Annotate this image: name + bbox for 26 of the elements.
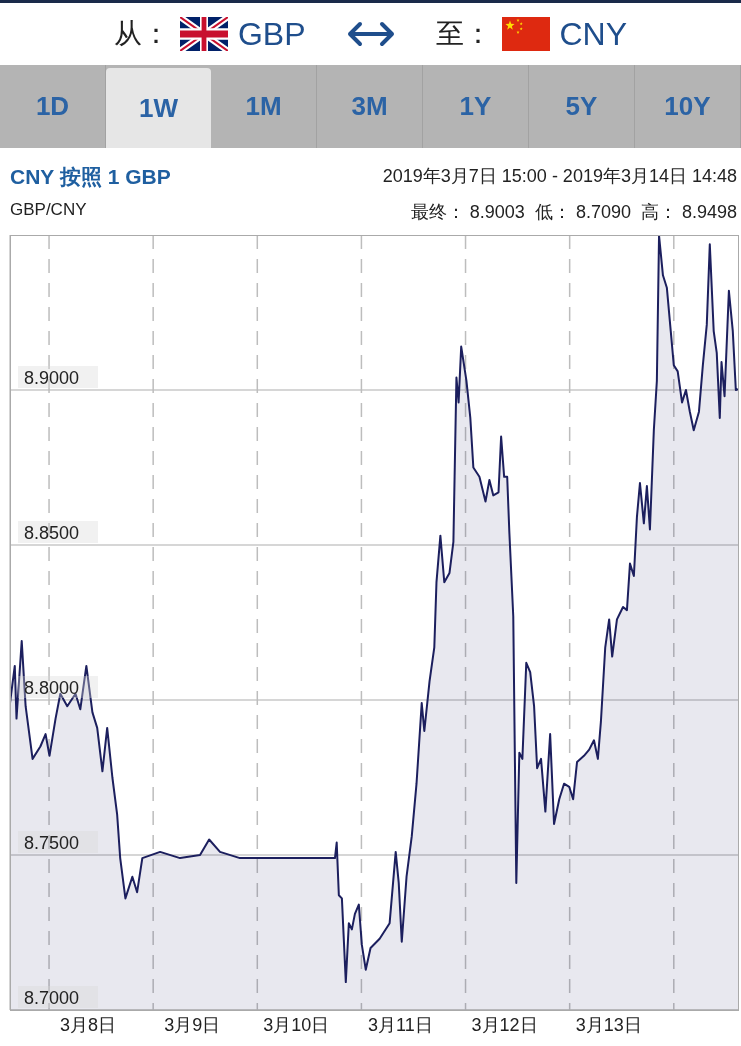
text: GBP <box>237 15 306 53</box>
y-tick-label: 8.9000 <box>24 368 80 388</box>
text: 最终： 8.9003 低： 8.7090 高： 8.9498 <box>410 201 737 224</box>
x-tick-label: 3月8日 <box>60 1014 117 1035</box>
y-tick-label: 8.8000 <box>24 678 80 698</box>
text: 2019年3月7日 15:00 - 2019年3月14日 14:48 <box>382 165 737 188</box>
y-tick-label: 8.8500 <box>24 523 80 543</box>
text: 1M <box>211 65 317 148</box>
x-tick-label: 3月10日 <box>263 1014 330 1035</box>
y-tick-label: 8.7000 <box>24 988 80 1008</box>
x-tick-label: 3月13日 <box>575 1014 642 1035</box>
text: 从： <box>113 17 170 51</box>
text: 10Y <box>635 65 741 148</box>
text: 1W <box>106 68 211 148</box>
text: 1Y <box>423 65 529 148</box>
text: 至： <box>435 17 492 51</box>
text: 1D <box>0 65 106 148</box>
text: 3M <box>317 65 423 148</box>
y-tick-label: 8.7500 <box>24 833 80 853</box>
x-tick-label: 3月9日 <box>164 1014 221 1035</box>
text: 5Y <box>529 65 635 148</box>
text: CNY <box>559 15 628 53</box>
chart-title: CNY 按照 1 GBP <box>10 164 171 190</box>
x-tick-label: 3月11日 <box>368 1014 433 1035</box>
x-tick-label: 3月12日 <box>471 1014 538 1035</box>
chart-subtitle: GBP/CNY <box>10 200 87 220</box>
